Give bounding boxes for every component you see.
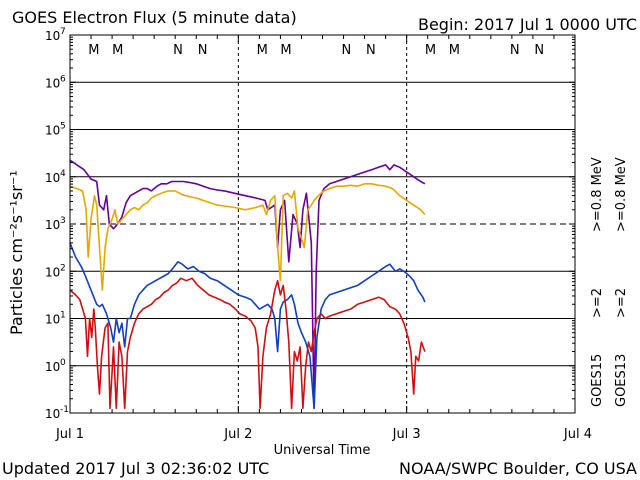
y-tick-exponent-6: 1 <box>60 311 66 321</box>
legend: >=0.8 MeV >=0.8 MeV >=2 >=2 GOES15 GOES1… <box>590 157 629 407</box>
x-tick-label-0: Jul 1 <box>55 427 84 442</box>
y-tick-exponent-1: 6 <box>60 74 66 84</box>
marker-11: N <box>534 43 544 58</box>
chart-title: GOES Electron Flux (5 minute data) <box>12 8 297 27</box>
x-tick-label-1: Jul 2 <box>223 427 252 442</box>
y-tick-label-3: 10 <box>45 171 60 185</box>
x-tick-labels: Jul 1 Jul 2 Jul 3 Jul 4 <box>55 427 592 442</box>
y-tick-label-5: 10 <box>45 265 60 279</box>
marker-4: M <box>257 43 268 58</box>
marker-8: M <box>425 43 436 58</box>
credit-label: NOAA/SWPC Boulder, CO USA <box>399 459 637 478</box>
goes-electron-flux-chart: GOES Electron Flux (5 minute data) Begin… <box>0 0 640 480</box>
x-axis-label: Universal Time <box>274 443 371 458</box>
legend-goes13: GOES13 <box>614 354 629 407</box>
marker-2: N <box>173 43 183 58</box>
x-tick-label-2: Jul 3 <box>392 427 421 442</box>
x-tick-label-3: Jul 4 <box>563 427 592 442</box>
series-line-1 <box>70 184 425 290</box>
legend-goes15-08mev: >=0.8 MeV <box>590 157 605 232</box>
begin-label: Begin: 2017 Jul 1 0000 UTC <box>418 15 637 34</box>
y-tick-label-7: 10 <box>45 360 60 374</box>
marker-7: N <box>366 43 376 58</box>
y-tick-label-8: 10 <box>45 407 60 421</box>
legend-goes13-08mev: >=0.8 MeV <box>614 157 629 232</box>
legend-goes13-2mev: >=2 <box>614 288 629 318</box>
y-tick-exponent-5: 2 <box>60 263 66 273</box>
marker-10: N <box>510 43 520 58</box>
updated-timestamp: Updated 2017 Jul 3 02:36:02 UTC <box>2 459 269 478</box>
marker-9: M <box>449 43 460 58</box>
y-tick-label-2: 10 <box>45 124 60 138</box>
y-tick-exponent-4: 3 <box>60 216 66 226</box>
y-tick-label-6: 10 <box>45 313 60 327</box>
marker-3: N <box>198 43 208 58</box>
y-tick-label-4: 10 <box>45 218 60 232</box>
y-tick-exponent-8: -1 <box>60 405 69 415</box>
y-tick-exponent-7: 0 <box>60 358 66 368</box>
legend-goes15: GOES15 <box>590 354 605 407</box>
marker-0: M <box>88 43 99 58</box>
grid-lines <box>70 35 575 413</box>
y-axis-label: Particles cm⁻²s⁻¹sr⁻¹ <box>7 170 26 335</box>
marker-6: N <box>341 43 351 58</box>
legend-goes15-2mev: >=2 <box>590 288 605 318</box>
marker-5: M <box>280 43 291 58</box>
y-tick-exponent-2: 5 <box>60 122 66 132</box>
marker-1: M <box>112 43 123 58</box>
y-tick-exponent-0: 7 <box>60 27 66 37</box>
y-tick-label-0: 10 <box>45 29 60 43</box>
y-tick-label-1: 10 <box>45 76 60 90</box>
series-group <box>70 160 425 408</box>
y-tick-exponent-3: 4 <box>60 169 66 179</box>
